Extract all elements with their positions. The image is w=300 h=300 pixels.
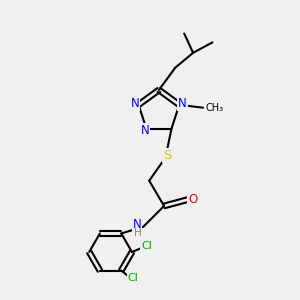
Text: H: H [134,228,142,238]
Text: N: N [133,218,142,231]
Text: S: S [163,149,171,162]
Text: N: N [178,97,187,110]
Text: O: O [188,193,197,206]
Text: Cl: Cl [141,241,152,251]
Text: CH₃: CH₃ [206,103,224,113]
Text: N: N [140,124,149,137]
Text: Cl: Cl [128,273,139,283]
Text: N: N [130,97,140,110]
